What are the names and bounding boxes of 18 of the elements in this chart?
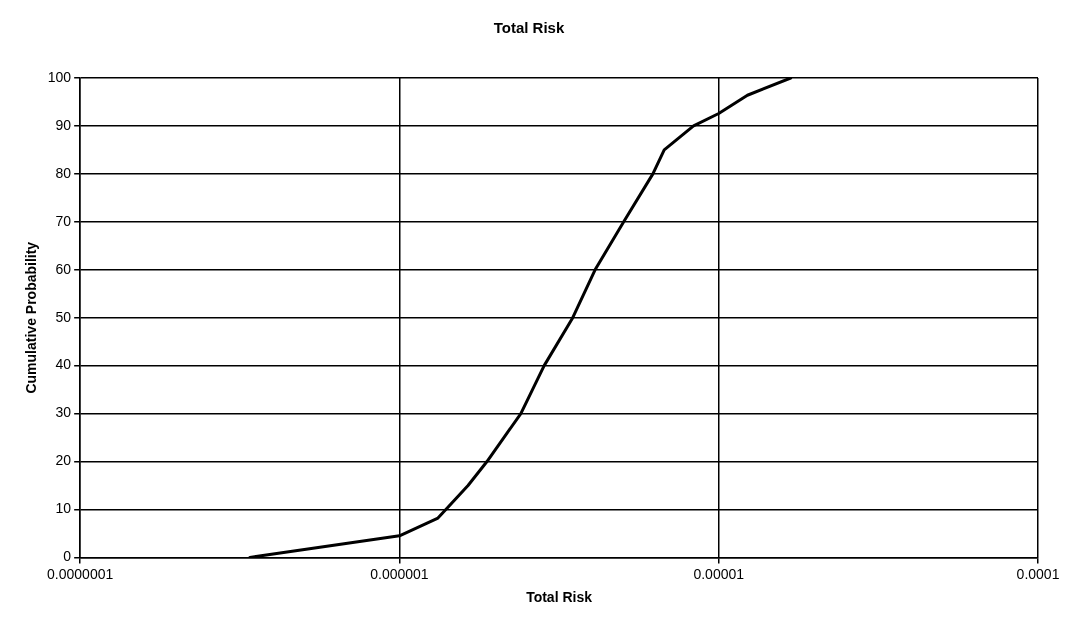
y-tick-label: 80 (55, 164, 72, 181)
y-tick-label: 20 (55, 452, 72, 469)
y-tick-label: 40 (55, 356, 72, 373)
y-tick-label: 50 (55, 308, 72, 325)
y-tick-label: 10 (55, 500, 72, 517)
x-tick-label: 0.0001 (1016, 565, 1060, 582)
y-tick-label: 70 (55, 212, 72, 229)
chart-title: Total Risk (493, 19, 565, 37)
y-tick-label: 0 (63, 548, 72, 565)
x-tick-label: 0.00001 (693, 565, 745, 582)
y-axis-title: Cumulative Probability (23, 241, 40, 394)
x-tick-label: 0.0000001 (47, 565, 114, 582)
y-tick-label: 60 (55, 260, 72, 277)
y-tick-label: 30 (55, 404, 72, 421)
y-tick-label: 100 (47, 68, 72, 85)
x-axis-title: Total Risk (526, 589, 593, 606)
y-tick-label: 90 (55, 116, 72, 133)
x-tick-label: 0.000001 (370, 565, 429, 582)
